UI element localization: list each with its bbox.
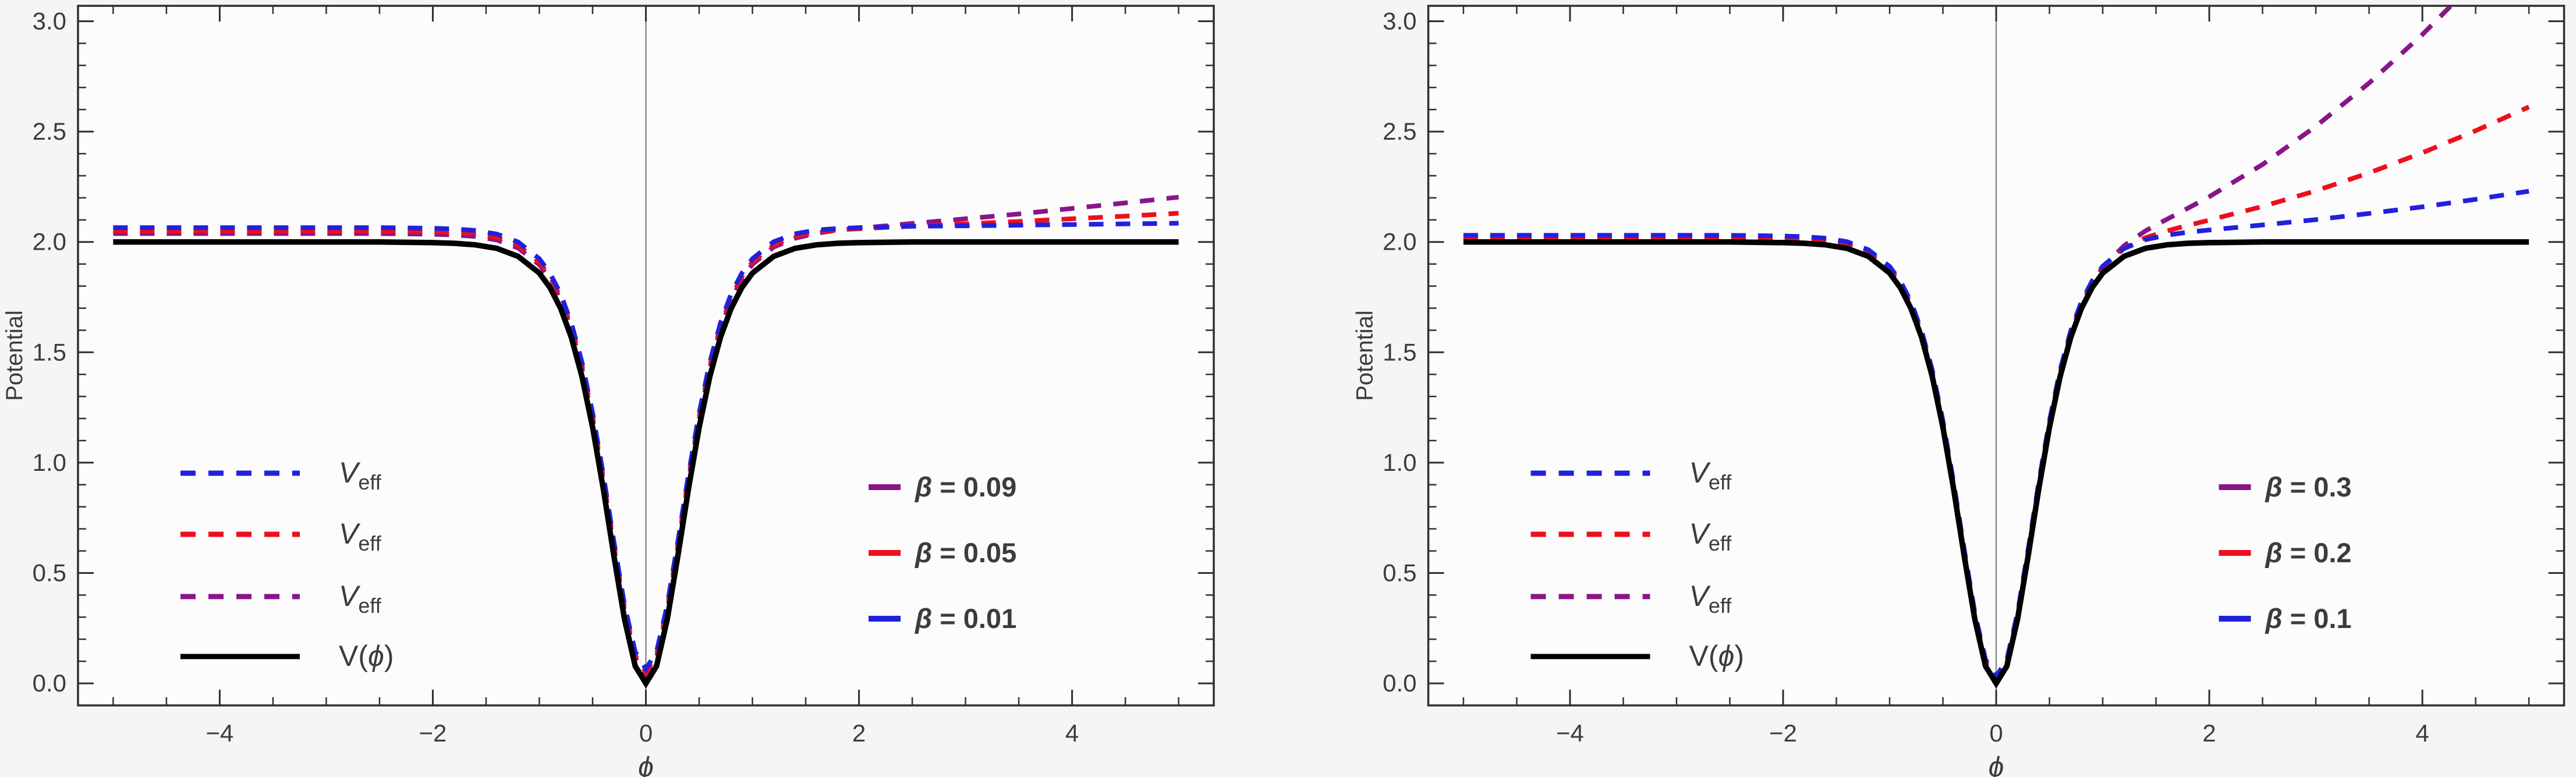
chart-left: −4 −2 0 2 4 0.0 0.5 1.0 1.5 2.0 2.5 3.0 ϕ Potential Ve… [2, 5, 1215, 777]
x-axis-label: ϕ [1989, 752, 2004, 777]
x-tick-label: 4 [1065, 719, 1079, 747]
legend-beta-label: β = 0.05 [914, 537, 1016, 568]
legend-beta-label: β = 0.1 [2265, 603, 2352, 634]
chart-right: −4 −2 0 2 4 0.0 0.5 1.0 1.5 2.0 2.5 3.0 ϕ Potential Ve… [1352, 5, 2566, 777]
curves-right [1463, 6, 2530, 689]
legend-series-label: V(ϕ) [339, 640, 394, 672]
x-tick-label: −2 [419, 719, 447, 747]
y-tick-label: 1.0 [33, 449, 66, 476]
series-legend-left: Veff Veff Veff V(ϕ) [180, 456, 394, 672]
legend-series-label: V(ϕ) [1689, 640, 1744, 672]
x-tick-label: 2 [852, 719, 866, 747]
curve-v- [1463, 239, 2529, 689]
y-tick-label: 0.0 [33, 669, 66, 697]
y-axis-label: Potential [1352, 310, 1378, 401]
legend-series-label: Veff [1689, 580, 1732, 618]
y-tick-label: 3.0 [1383, 8, 1416, 35]
curve-v- [113, 239, 1179, 689]
y-axis-label: Potential [2, 310, 27, 401]
y-tick-label: 0.0 [1383, 669, 1416, 697]
y-tick-label: 2.5 [33, 118, 66, 145]
legend-series-label: Veff [1689, 517, 1732, 555]
legend-series-label: Veff [339, 456, 382, 494]
y-tick-label: 3.0 [33, 8, 66, 35]
curve-v-eff-0.1- [1463, 189, 2529, 682]
ticks-left [78, 6, 1214, 705]
y-tick-label: 2.5 [1383, 118, 1416, 145]
legend-series-label: Veff [1689, 456, 1732, 494]
curves-left [113, 194, 1179, 689]
x-tick-label: −2 [1769, 719, 1797, 747]
y-tick-label: 1.0 [1383, 449, 1416, 476]
x-tick-label: 2 [2202, 719, 2216, 747]
legend-beta-label: β = 0.2 [2265, 537, 2352, 568]
x-tick-label: 0 [1989, 719, 2003, 747]
beta-legend-right: β = 0.3 β = 0.2 β = 0.1 [2219, 471, 2352, 634]
series-legend-right: Veff Veff Veff V(ϕ) [1530, 456, 1744, 672]
y-tick-label: 1.5 [33, 338, 66, 366]
y-tick-label: 0.5 [1383, 559, 1416, 586]
y-tick-label: 2.0 [33, 228, 66, 256]
y-tick-label: 1.5 [1383, 338, 1416, 366]
beta-legend-left: β = 0.09 β = 0.05 β = 0.01 [869, 471, 1016, 634]
legend-beta-label: β = 0.3 [2265, 471, 2352, 502]
legend-series-label: Veff [339, 580, 382, 618]
x-tick-label: 0 [639, 719, 653, 747]
x-tick-label: −4 [205, 719, 233, 747]
x-axis-label: ϕ [638, 752, 654, 777]
y-tick-label: 2.0 [1383, 228, 1416, 256]
x-tick-label: −4 [1556, 719, 1584, 747]
ticks-right [1428, 6, 2564, 705]
curve-v-eff-0.01- [113, 221, 1179, 673]
y-tick-label: 0.5 [33, 559, 66, 586]
legend-series-label: Veff [339, 517, 382, 555]
x-tick-label: 4 [2415, 719, 2429, 747]
legend-beta-label: β = 0.01 [914, 603, 1016, 634]
legend-beta-label: β = 0.09 [914, 471, 1016, 502]
